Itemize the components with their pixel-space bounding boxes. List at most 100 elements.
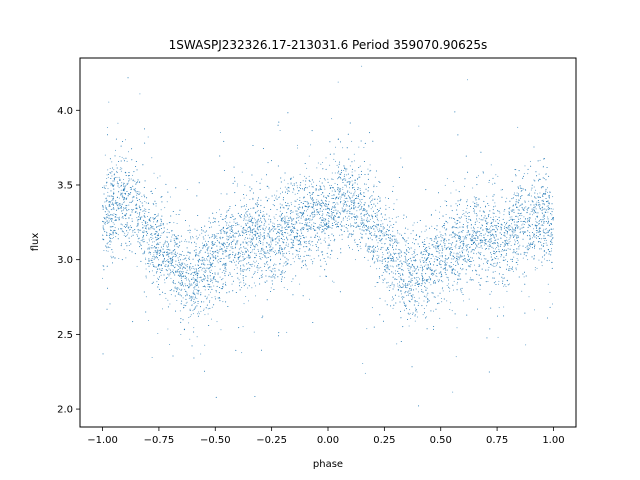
data-point: [240, 281, 242, 283]
data-point: [106, 247, 108, 249]
data-point: [136, 212, 138, 214]
data-point: [320, 193, 322, 195]
data-point: [439, 206, 441, 208]
data-point: [247, 287, 249, 289]
data-point: [365, 228, 367, 230]
data-point: [229, 250, 231, 252]
data-point: [461, 292, 463, 294]
data-point: [434, 258, 436, 260]
data-point: [300, 228, 302, 230]
data-point: [483, 244, 485, 246]
data-point: [194, 295, 196, 297]
data-point: [208, 259, 210, 261]
data-point: [171, 264, 173, 266]
data-point: [325, 196, 327, 198]
data-point: [105, 185, 107, 187]
data-point: [502, 278, 504, 280]
data-point: [246, 214, 248, 216]
data-point: [381, 262, 383, 264]
data-point: [211, 297, 213, 299]
data-point: [465, 249, 467, 251]
data-point: [463, 212, 465, 214]
data-point: [112, 222, 114, 224]
data-point: [370, 169, 372, 171]
data-point: [414, 251, 416, 253]
data-point: [274, 263, 276, 265]
data-point: [260, 250, 262, 252]
data-point: [147, 215, 149, 217]
data-point: [106, 174, 108, 176]
data-point: [106, 177, 108, 179]
data-point: [292, 226, 294, 228]
data-point: [445, 220, 447, 222]
data-point: [179, 256, 181, 258]
data-point: [395, 216, 397, 218]
data-point: [284, 220, 286, 222]
data-point: [354, 259, 356, 261]
data-point: [329, 164, 331, 166]
data-point: [533, 179, 535, 181]
data-point: [495, 220, 497, 222]
data-point: [360, 193, 362, 195]
data-point: [490, 239, 492, 241]
data-point: [435, 269, 437, 271]
data-point: [368, 225, 370, 227]
data-point: [309, 222, 311, 224]
data-point: [194, 283, 196, 285]
data-point: [282, 206, 284, 208]
data-point: [336, 223, 338, 225]
data-point: [405, 241, 407, 243]
data-point: [181, 288, 183, 290]
data-point: [420, 252, 422, 254]
data-point: [261, 249, 263, 251]
data-point: [538, 203, 540, 205]
data-point: [123, 214, 125, 216]
data-point: [351, 196, 353, 198]
data-point: [367, 168, 369, 170]
data-point: [122, 197, 124, 199]
data-point: [310, 202, 312, 204]
data-point: [511, 216, 513, 218]
data-point: [420, 283, 422, 285]
data-point: [196, 297, 198, 299]
data-point: [288, 250, 290, 252]
data-point: [196, 292, 198, 294]
data-point: [244, 208, 246, 210]
data-point: [352, 225, 354, 227]
data-point: [539, 192, 541, 194]
data-point: [436, 276, 438, 277]
data-point: [495, 248, 496, 250]
data-point: [163, 231, 164, 233]
data-point: [504, 249, 506, 251]
data-point: [160, 235, 162, 236]
data-point: [204, 289, 206, 291]
data-point: [358, 174, 360, 176]
data-point: [246, 205, 248, 207]
data-point: [277, 230, 279, 232]
data-point: [200, 353, 202, 355]
data-point: [427, 264, 429, 266]
data-point: [356, 183, 358, 185]
data-point: [441, 247, 443, 249]
data-point: [204, 269, 206, 271]
data-point: [313, 258, 315, 260]
data-point: [432, 255, 434, 257]
data-point: [241, 232, 243, 234]
data-point: [344, 210, 346, 212]
data-point: [222, 283, 224, 285]
data-point: [269, 256, 271, 258]
data-point: [285, 264, 287, 266]
data-point: [113, 180, 115, 182]
data-point: [536, 201, 538, 203]
data-point: [350, 234, 352, 236]
data-point: [103, 223, 105, 225]
data-point: [482, 229, 484, 231]
data-point: [382, 226, 384, 228]
data-point: [455, 259, 457, 261]
data-point: [391, 218, 393, 220]
data-point: [238, 234, 240, 236]
data-point: [292, 176, 294, 178]
data-point: [256, 245, 258, 247]
data-point: [316, 167, 318, 169]
data-point: [359, 165, 361, 167]
